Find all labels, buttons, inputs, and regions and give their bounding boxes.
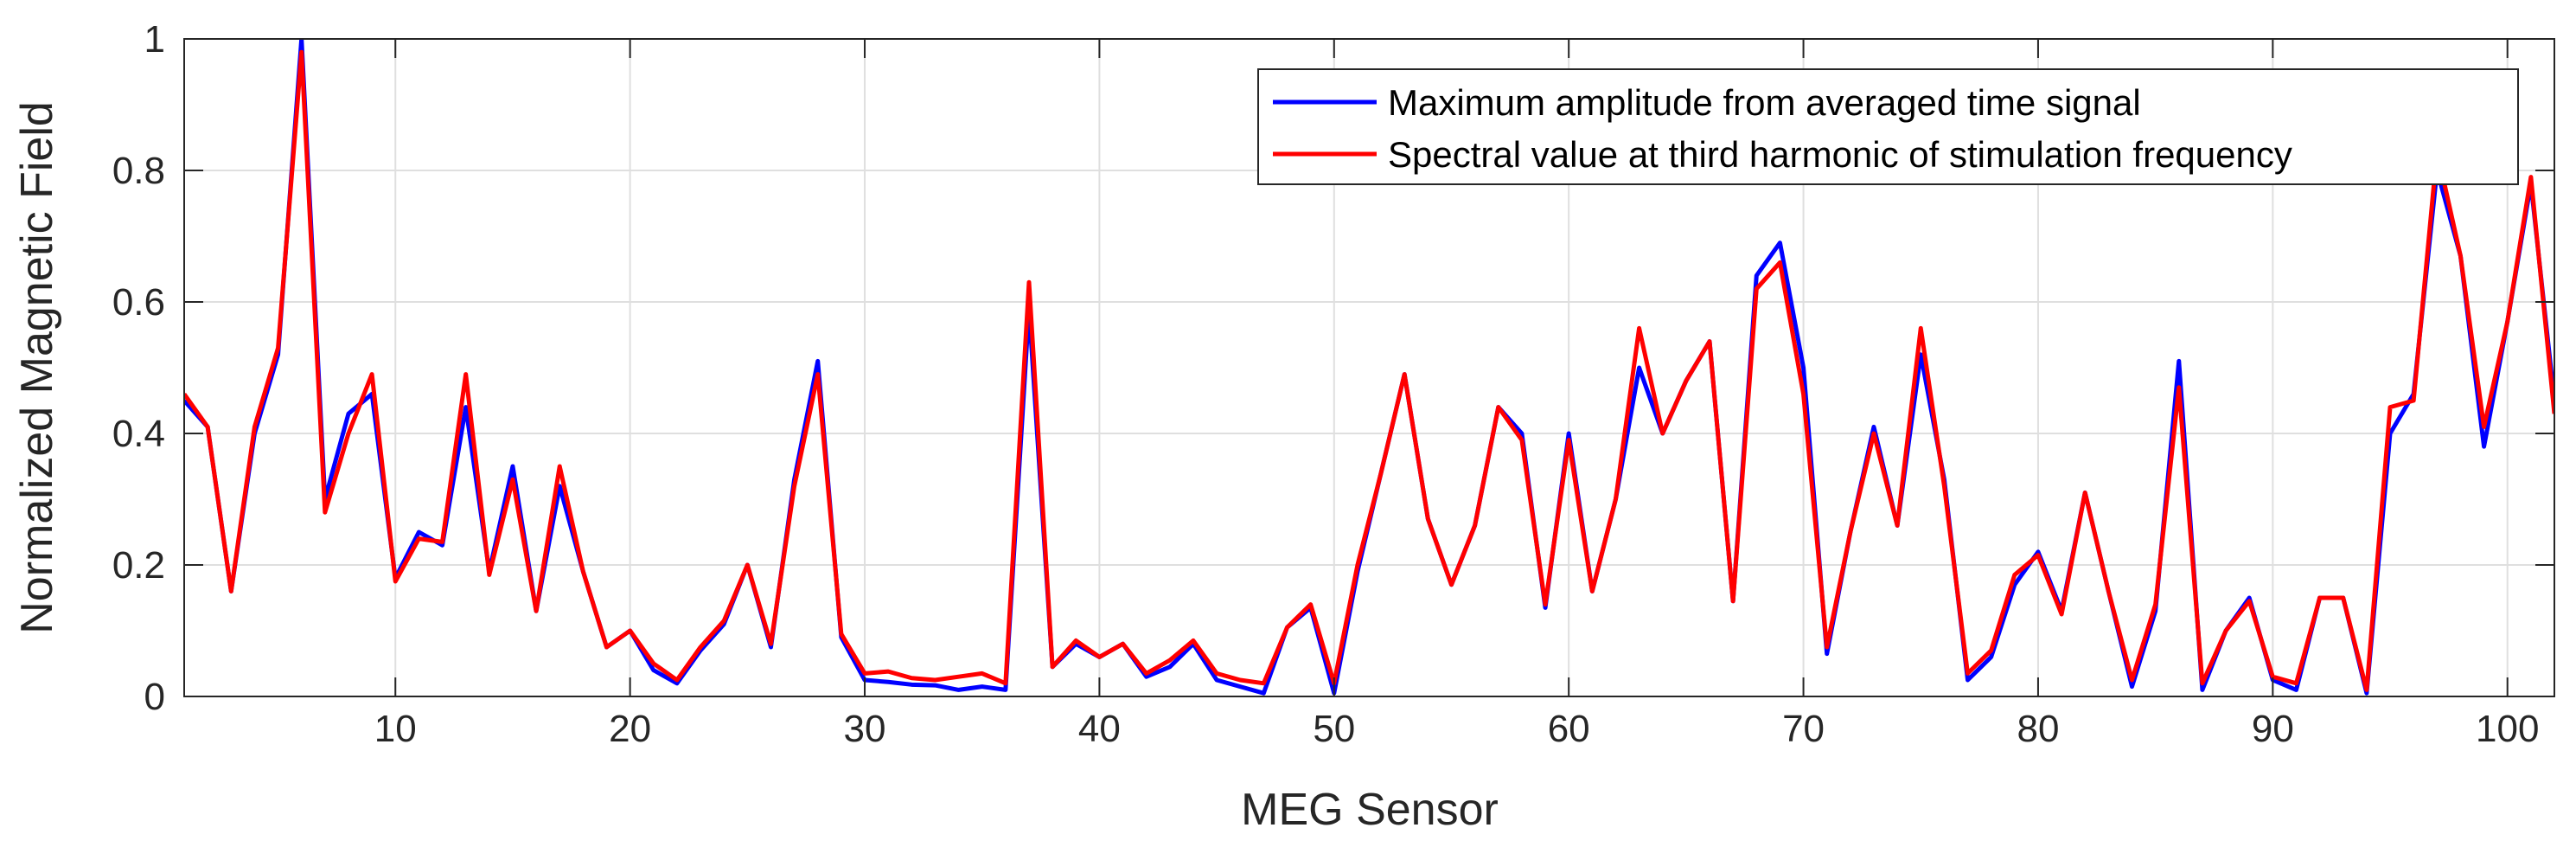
x-tick-label: 60 [1548, 708, 1590, 750]
y-tick-label: 0.4 [112, 413, 165, 455]
series-group [184, 39, 2554, 696]
y-tick-label: 0.8 [112, 150, 165, 192]
x-tick-label: 20 [609, 708, 651, 750]
legend-label-series-1: Maximum amplitude from averaged time sig… [1388, 82, 2141, 123]
legend-box [1257, 68, 2519, 185]
legend: Maximum amplitude from averaged time sig… [1257, 68, 2519, 185]
x-tick-label: 40 [1078, 708, 1121, 750]
x-tick-label: 80 [2017, 708, 2059, 750]
y-tick-labels: 0 0.2 0.4 0.6 0.8 1 [112, 18, 165, 718]
y-tick-label: 0.2 [112, 544, 165, 587]
y-tick-label: 0.6 [112, 281, 165, 324]
y-axis-label: Normalized Magnetic Field [12, 101, 62, 634]
x-tick-label: 100 [2476, 708, 2539, 750]
x-tick-label: 70 [1782, 708, 1825, 750]
axes [183, 38, 2555, 697]
y-tick-label: 1 [144, 18, 165, 61]
axes-box [183, 38, 2555, 697]
legend-label-series-2: Spectral value at third harmonic of stim… [1388, 134, 2292, 175]
x-tick-label: 50 [1313, 708, 1355, 750]
x-tick-label: 30 [844, 708, 886, 750]
x-tick-label: 90 [2252, 708, 2294, 750]
x-tick-labels: 10 20 30 40 50 60 70 80 90 100 [374, 708, 2540, 750]
x-axis-label: MEG Sensor [1241, 785, 1499, 835]
series-line-2 [184, 49, 2554, 692]
y-tick-label: 0 [144, 676, 165, 718]
x-tick-label: 10 [374, 708, 417, 750]
